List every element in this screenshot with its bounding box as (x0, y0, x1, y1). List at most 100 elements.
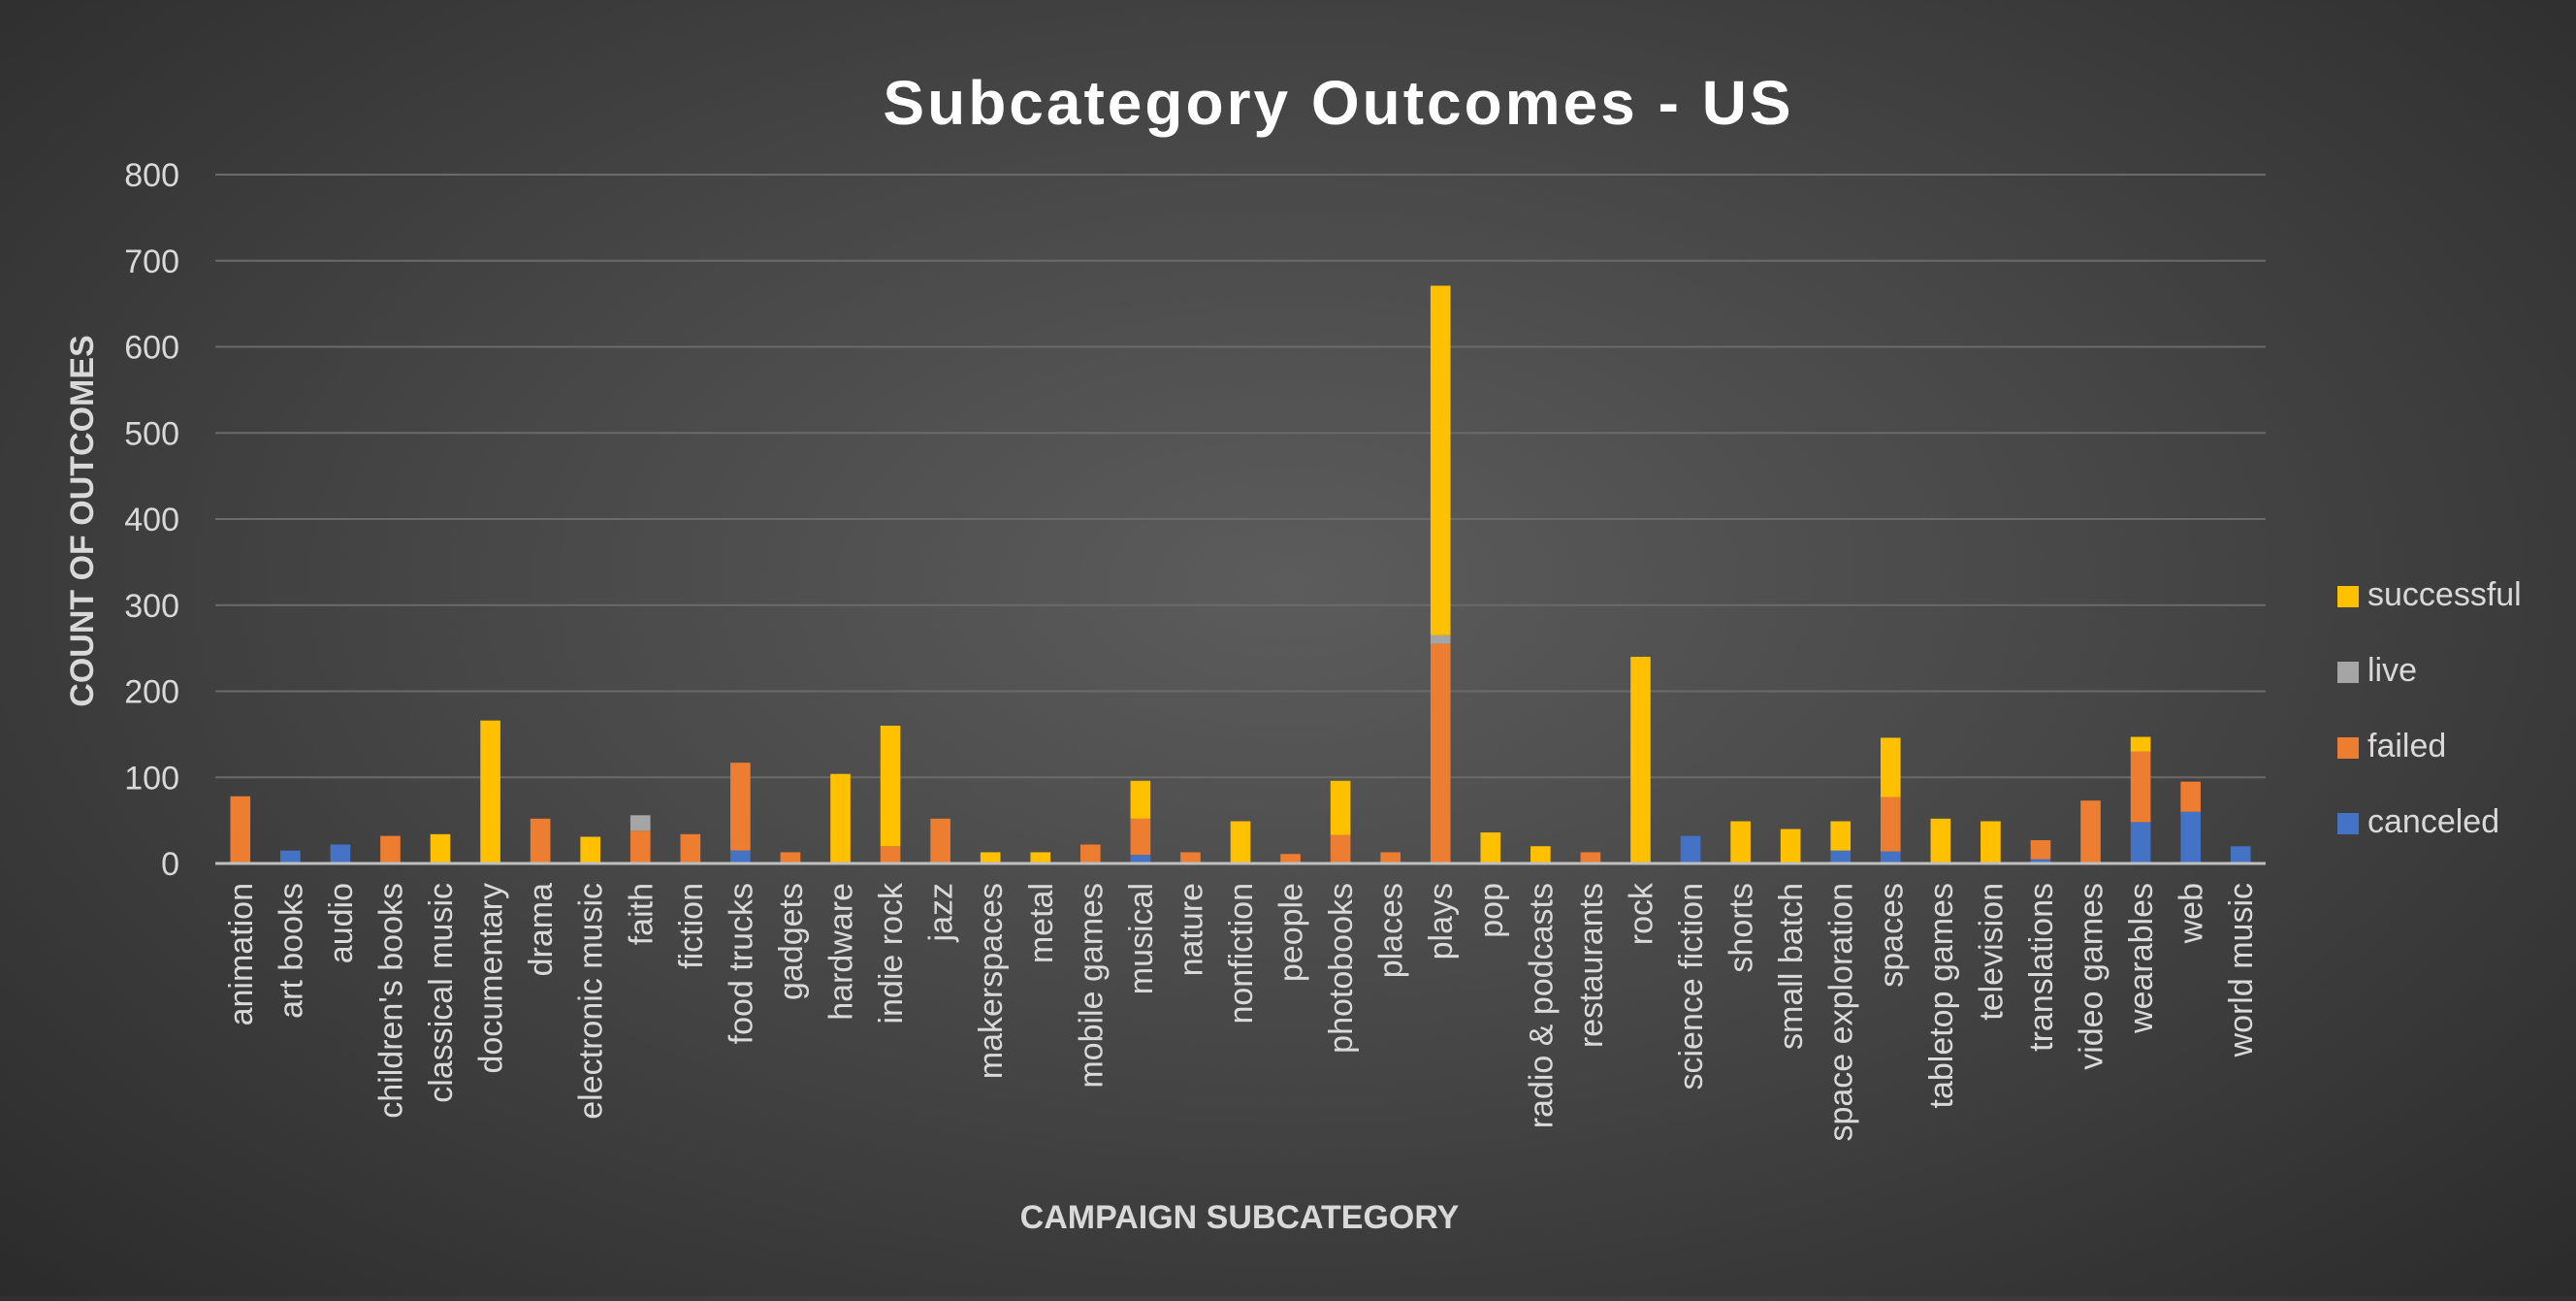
bar-successful (1030, 852, 1051, 863)
x-tick-label: nature (1173, 883, 1209, 976)
y-tick-label: 0 (161, 846, 179, 883)
bar-failed (380, 835, 401, 863)
bar-successful (830, 773, 851, 863)
x-tick-label: food trucks (723, 883, 759, 1044)
x-tick-label: drama (523, 883, 560, 976)
x-tick-label: nonfiction (1223, 883, 1260, 1025)
x-axis-title: CAMPAIGN SUBCATEGORY (1020, 1199, 1460, 1236)
bar-failed (530, 818, 551, 863)
x-tick-label: gadgets (773, 883, 810, 1000)
x-tick-label: classical music (423, 883, 460, 1103)
legend-label-successful: successful (2367, 576, 2522, 613)
bar-successful (1730, 821, 1751, 863)
bar-successful (480, 720, 500, 863)
x-tick-label: pop (1473, 883, 1510, 938)
y-tick-label: 400 (124, 502, 179, 538)
y-tick-label: 700 (124, 244, 179, 280)
bar-failed (1080, 844, 1101, 863)
x-tick-label: people (1273, 883, 1310, 982)
bar-successful (980, 852, 1001, 863)
bar-successful (1130, 780, 1151, 819)
bar-failed (880, 846, 901, 863)
bar-canceled (330, 844, 351, 863)
x-tick-label: world music (2223, 883, 2260, 1057)
bar-successful (880, 726, 901, 847)
legend-swatch-live (2337, 662, 2359, 683)
x-tick-label: children's books (372, 883, 409, 1119)
x-tick-label: video games (2074, 883, 2110, 1070)
bar-failed (930, 818, 950, 863)
legend-label-failed: failed (2367, 728, 2446, 764)
x-tick-label: spaces (1873, 883, 1910, 988)
x-tick-label: hardware (823, 883, 860, 1021)
legend-swatch-canceled (2337, 813, 2359, 834)
x-tick-label: tabletop games (1923, 883, 1960, 1109)
bar-failed (629, 830, 651, 863)
x-tick-label: plays (1423, 883, 1460, 959)
bar-canceled (730, 850, 751, 863)
bar-failed (780, 852, 801, 863)
legend: successful live failed canceled (2337, 576, 2522, 840)
bar-successful (1480, 832, 1501, 863)
x-axis-ticks: animation art books audio children's books c… (223, 882, 2260, 1142)
bar-failed (680, 833, 701, 863)
bar-failed (1330, 834, 1351, 863)
x-tick-label: translations (2023, 883, 2060, 1052)
bar-canceled (2230, 846, 2251, 863)
y-axis-title: COUNT OF OUTCOMES (64, 335, 101, 706)
y-tick-label: 500 (124, 415, 179, 452)
bar-failed (1380, 852, 1401, 863)
gridlines (215, 174, 2266, 779)
bar-successful (1830, 821, 1852, 851)
y-tick-label: 100 (124, 760, 179, 797)
bar-failed (2080, 800, 2101, 863)
bar-successful (1330, 780, 1351, 835)
x-tick-label: rock (1623, 882, 1659, 945)
bar-successful (580, 836, 601, 863)
x-tick-label: faith (623, 883, 660, 945)
legend-label-canceled: canceled (2367, 803, 2499, 840)
bar-successful (1930, 818, 1951, 863)
bar-canceled (2180, 811, 2201, 863)
legend-label-live: live (2367, 652, 2417, 689)
bar-successful (1230, 821, 1251, 863)
x-tick-label: jazz (923, 883, 960, 942)
bar-successful (1530, 846, 1551, 863)
bar-failed (1280, 854, 1301, 863)
x-tick-label: metal (1023, 883, 1060, 963)
x-tick-label: makerspaces (973, 883, 1010, 1079)
bar-successful (1880, 737, 1901, 797)
x-tick-label: television (1973, 883, 2010, 1021)
bar-failed (1130, 818, 1151, 856)
legend-swatch-successful (2337, 586, 2359, 607)
bar-failed (1880, 797, 1901, 852)
x-tick-label: photobooks (1323, 883, 1360, 1054)
x-tick-label: audio (323, 883, 360, 963)
x-tick-label: web (2174, 883, 2210, 944)
bar-failed (2030, 840, 2051, 860)
y-tick-label: 600 (124, 330, 179, 367)
x-tick-label: shorts (1723, 883, 1760, 973)
bar-live (629, 815, 651, 831)
x-tick-label: wearables (2123, 883, 2160, 1034)
bar-failed (230, 796, 251, 863)
bar-successful (1430, 285, 1451, 635)
y-tick-label: 800 (124, 157, 179, 194)
y-tick-label: 200 (124, 674, 179, 711)
bars (230, 285, 2251, 863)
bar-failed (1580, 852, 1601, 863)
x-tick-label: places (1373, 883, 1410, 978)
x-tick-label: documentary (473, 883, 510, 1074)
x-tick-label: electronic music (573, 883, 610, 1120)
x-tick-label: radio & podcasts (1523, 883, 1560, 1128)
y-tick-label: 300 (124, 588, 179, 625)
bar-canceled (1130, 855, 1151, 863)
bar-successful (430, 833, 451, 863)
bar-failed (1430, 643, 1451, 863)
bar-successful (1980, 821, 2001, 863)
bar-canceled (1680, 835, 1701, 863)
bar-canceled (280, 850, 301, 863)
bar-canceled (1880, 851, 1901, 863)
x-tick-label: art books (273, 883, 309, 1019)
